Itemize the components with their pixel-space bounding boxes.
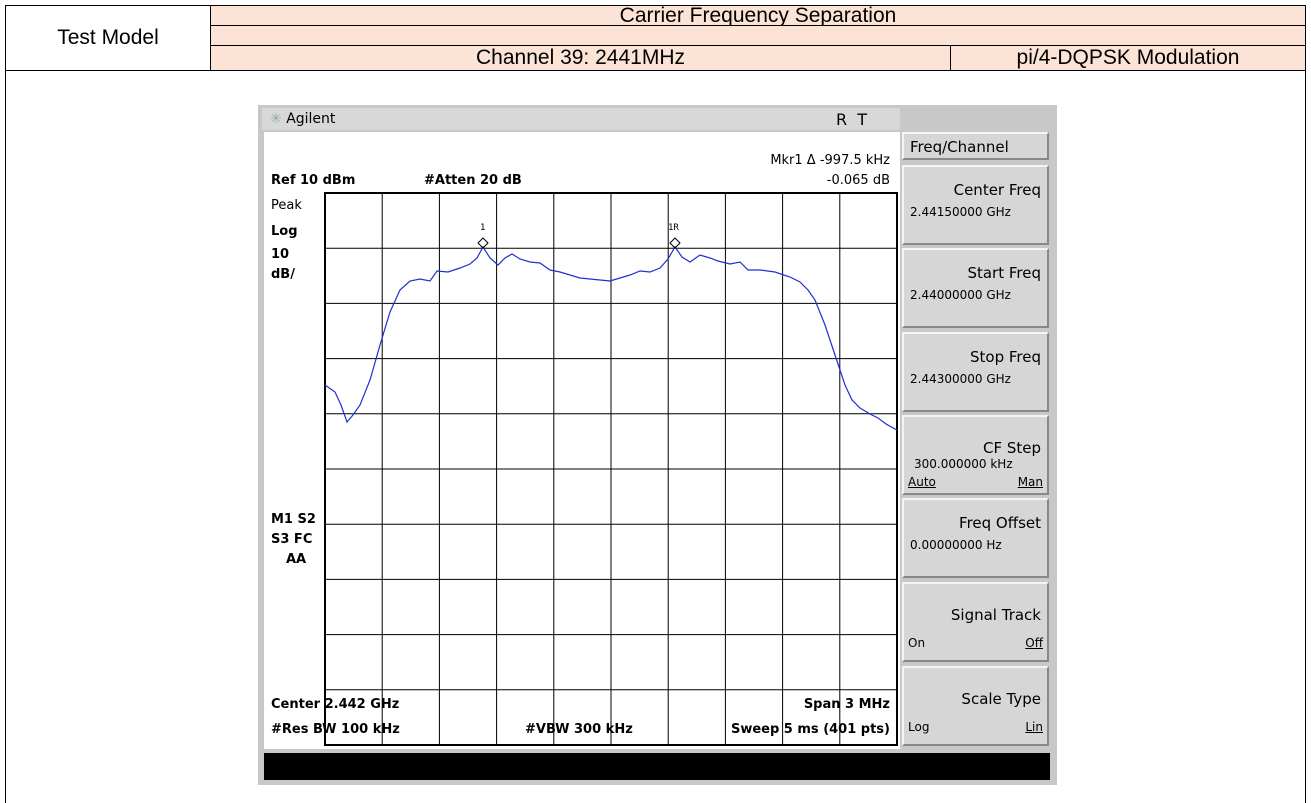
brand: ✳ Agilent [270,111,336,127]
softkey-value: 2.44000000 GHz [910,288,1011,302]
status-bar [264,753,1050,780]
status-left: AA [286,552,307,567]
sweep: Sweep 5 ms (401 pts) [730,722,890,737]
attenuation: #Atten 20 dB [424,173,522,188]
softkey-value: 2.44300000 GHz [910,372,1011,386]
detector: Peak [271,198,302,213]
test-label: Test Model [57,26,159,49]
softkey-title: Signal Track [950,606,1041,624]
softkey-option: Off [1025,636,1043,650]
plot-area [264,132,900,749]
softkey[interactable]: Start Freq 2.44000000 GHz [902,248,1049,328]
trace [324,245,898,431]
channel: Channel 39: 2441MHz [476,46,685,69]
marker-diamonds [477,237,681,249]
softkey[interactable]: Scale Type Log Lin [902,666,1049,746]
grid-lines [325,193,897,745]
softkey[interactable]: Stop Freq 2.44300000 GHz [902,332,1049,412]
title: Carrier Frequency Separation [619,3,897,27]
status-left: M1 S2 [271,512,316,527]
vbw: #VBW 300 kHz [525,722,633,737]
softkey-value: 0.00000000 Hz [910,538,1002,552]
softkey-option: Log [908,720,930,734]
softkey[interactable]: CF Step 300.000000 kHz Auto Man [902,415,1049,495]
softkey-title: Stop Freq [970,348,1041,366]
modulation: pi/4-DQPSK Modulation [1016,46,1240,69]
grid [324,192,898,746]
title-bar [262,108,900,130]
softkey-option: On [908,636,926,650]
softkey-title: Scale Type [961,690,1041,708]
softkey-value: 300.000000 kHz [914,457,1013,471]
ref-level: Ref 10 dBm [271,173,356,188]
center-freq: Center 2.442 GHz [271,697,400,712]
channel-cell: Channel 39: 2441MHz [210,45,951,71]
marker-label: 1R [668,223,679,233]
softkey-title: Start Freq [967,264,1041,282]
marker-level: -0.065 dB [826,173,890,188]
softkey-option: Man [1017,475,1043,489]
softkey-title: CF Step [982,439,1041,457]
status-left: S3 FC [271,532,313,547]
softkey[interactable]: Freq Offset 0.00000000 Hz [902,498,1049,578]
modulation-cell: pi/4-DQPSK Modulation [950,45,1306,71]
softkey[interactable]: Center Freq 2.44150000 GHz [902,165,1049,245]
span: Span 3 MHz [803,697,890,712]
softkey-title: Freq Offset [959,514,1041,532]
status: R T [836,110,868,129]
marker-readout: Mkr1 Δ -997.5 kHz [770,153,890,168]
softkey-option: Lin [1025,720,1043,734]
softkey-title: Center Freq [953,181,1041,199]
softkey[interactable]: Signal Track On Off [902,582,1049,662]
softkey-value: 2.44150000 GHz [910,205,1011,219]
image-cell [5,70,1306,803]
scale: Log [271,224,298,239]
scale-div: 10 [271,247,290,262]
softkey-title: Freq/Channel [910,138,1009,156]
softkey-option: Auto [908,475,936,489]
softkey[interactable]: Freq/Channel [902,132,1049,160]
rbw: #Res BW 100 kHz [271,722,400,737]
scale-unit: dB/ [271,267,295,282]
marker-label: 1 [480,223,485,233]
